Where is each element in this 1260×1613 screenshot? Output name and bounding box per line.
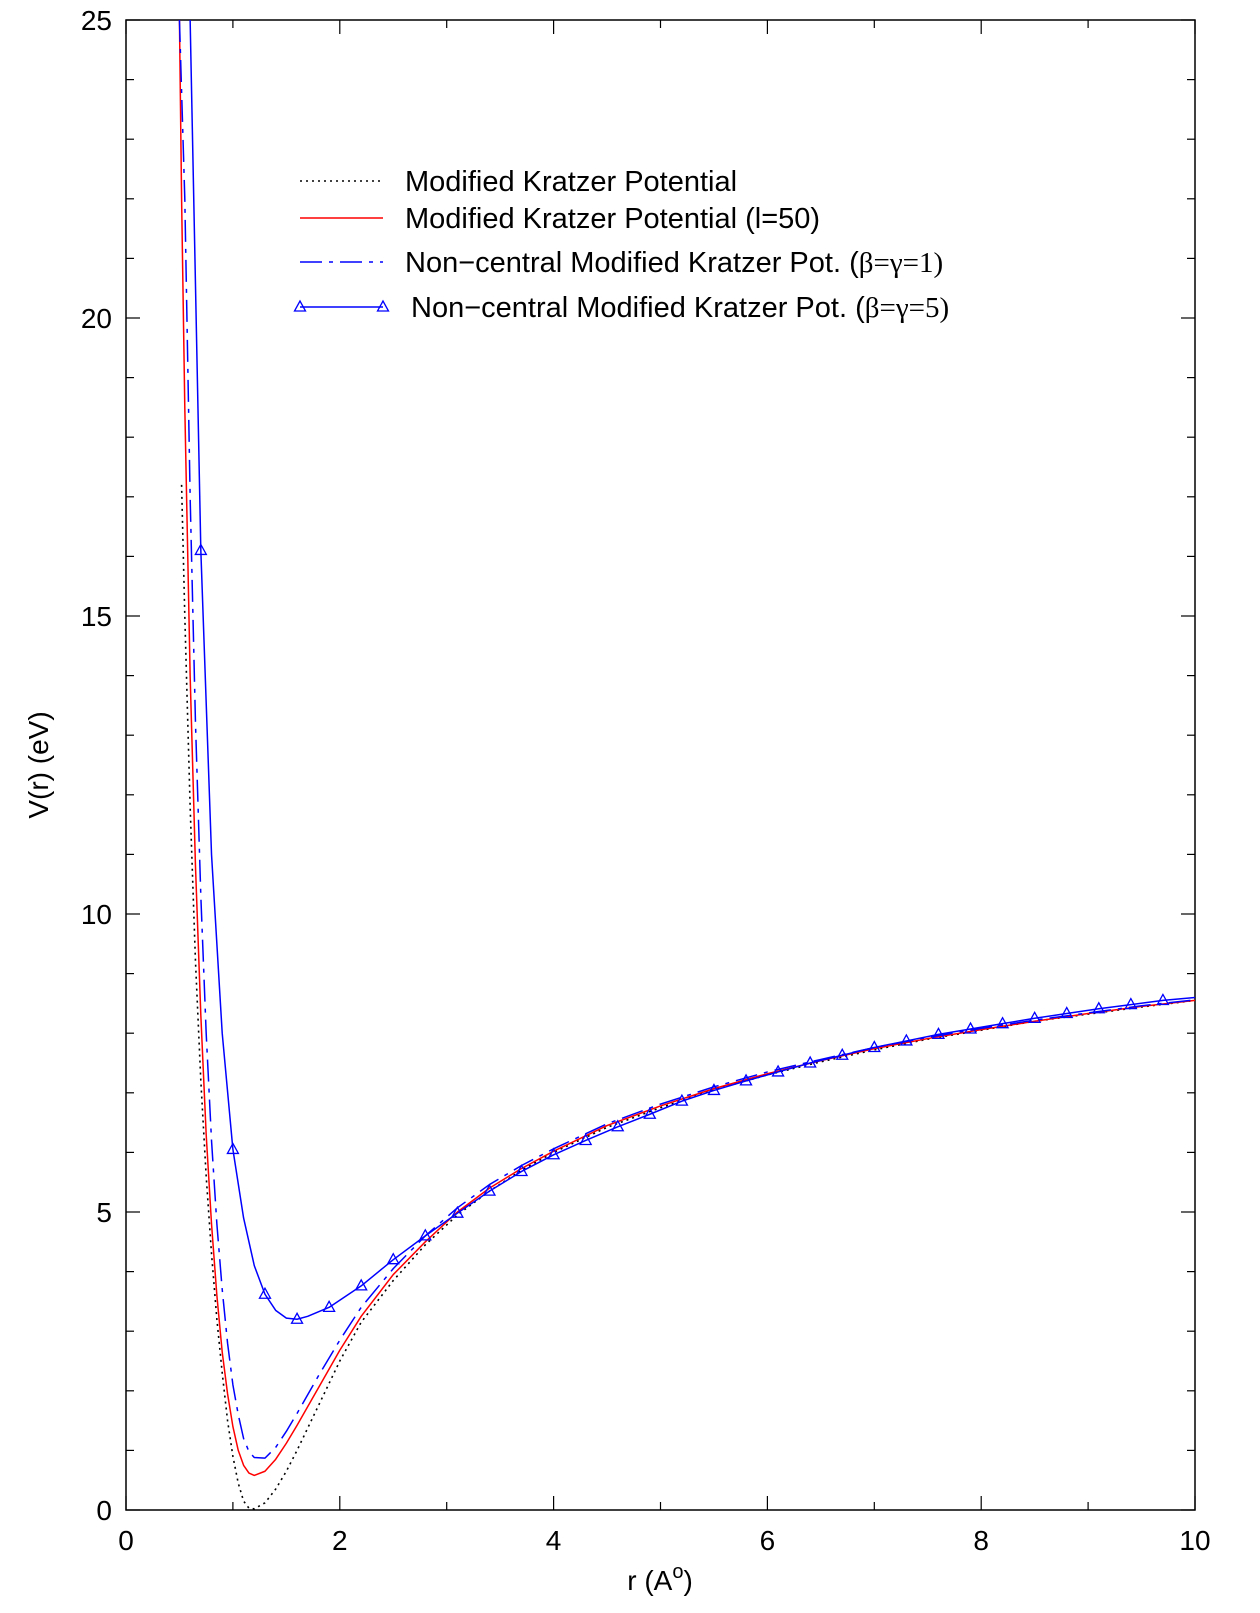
series-4-marker bbox=[771, 1064, 785, 1077]
series-4-marker bbox=[226, 1142, 240, 1155]
series-4-marker bbox=[1060, 1006, 1074, 1019]
plot-frame bbox=[125, 19, 1196, 1511]
series-4-marker bbox=[1028, 1010, 1042, 1023]
series-4-marker bbox=[194, 543, 208, 556]
series-4-marker bbox=[803, 1055, 817, 1068]
series-line-3 bbox=[178, 20, 1195, 1459]
series-4-marker bbox=[258, 1286, 272, 1299]
series-4-marker bbox=[450, 1205, 464, 1218]
series-4-marker bbox=[482, 1183, 497, 1196]
series-4-marker bbox=[899, 1033, 913, 1046]
series-4-marker bbox=[514, 1164, 529, 1177]
series-4-marker bbox=[322, 1300, 336, 1313]
series-4-marker bbox=[995, 1016, 1010, 1029]
series-4-marker bbox=[1124, 997, 1138, 1010]
series-4-marker bbox=[579, 1133, 593, 1146]
legend-marker bbox=[293, 299, 307, 312]
legend-label-3: Non−central Modified Kratzer Pot. (β=γ=1… bbox=[405, 247, 943, 279]
markers-layer bbox=[194, 543, 1170, 1324]
series-4-marker bbox=[707, 1083, 721, 1096]
series-4-marker bbox=[547, 1147, 561, 1160]
series-4-marker bbox=[354, 1278, 368, 1291]
ticks-layer: 0 2 4 6 8 10 0 5 10 15 20 25 bbox=[81, 5, 1211, 1556]
series-4-marker bbox=[867, 1040, 881, 1053]
series-4-marker bbox=[418, 1228, 432, 1241]
series-line-1 bbox=[180, 484, 1195, 1510]
series-4-marker bbox=[739, 1073, 753, 1086]
series-line-2 bbox=[178, 20, 1195, 1477]
series-4-marker bbox=[963, 1021, 978, 1034]
x-tick-label: 0 bbox=[118, 1525, 134, 1556]
x-tick-label: 8 bbox=[973, 1525, 989, 1556]
y-tick-label: 0 bbox=[96, 1495, 112, 1526]
series-line-4 bbox=[189, 20, 1195, 1321]
series-4-marker bbox=[386, 1252, 400, 1265]
x-tick-label: 4 bbox=[546, 1525, 562, 1556]
series-4-marker bbox=[1156, 993, 1170, 1006]
y-tick-label: 5 bbox=[96, 1197, 112, 1228]
y-tick-label: 25 bbox=[81, 5, 112, 36]
series-4-marker bbox=[290, 1311, 304, 1324]
y-tick-label: 10 bbox=[81, 899, 112, 930]
series-4-marker bbox=[675, 1093, 689, 1106]
y-tick-label: 15 bbox=[81, 601, 112, 632]
series-4-marker bbox=[931, 1027, 946, 1040]
x-tick-label: 10 bbox=[1179, 1525, 1210, 1556]
legend-marker bbox=[376, 299, 390, 312]
x-axis-title: r (Ao) bbox=[627, 1561, 693, 1596]
legend: Modified Kratzer Potential Modified Kratz… bbox=[293, 166, 949, 324]
y-axis-title: V(r) (eV) bbox=[23, 711, 54, 818]
series-4-marker bbox=[611, 1119, 625, 1132]
series-4-marker bbox=[643, 1106, 657, 1119]
legend-label-2: Modified Kratzer Potential (l=50) bbox=[405, 203, 820, 235]
legend-label-4: Non−central Modified Kratzer Pot. (β=γ=5… bbox=[411, 292, 949, 324]
series-4-marker bbox=[835, 1047, 849, 1060]
legend-label-1: Modified Kratzer Potential bbox=[405, 166, 737, 198]
x-tick-label: 6 bbox=[760, 1525, 776, 1556]
series-4-marker bbox=[1092, 1001, 1106, 1014]
y-tick-label: 20 bbox=[81, 303, 112, 334]
series-layer bbox=[178, 20, 1195, 1510]
x-tick-label: 2 bbox=[332, 1525, 348, 1556]
